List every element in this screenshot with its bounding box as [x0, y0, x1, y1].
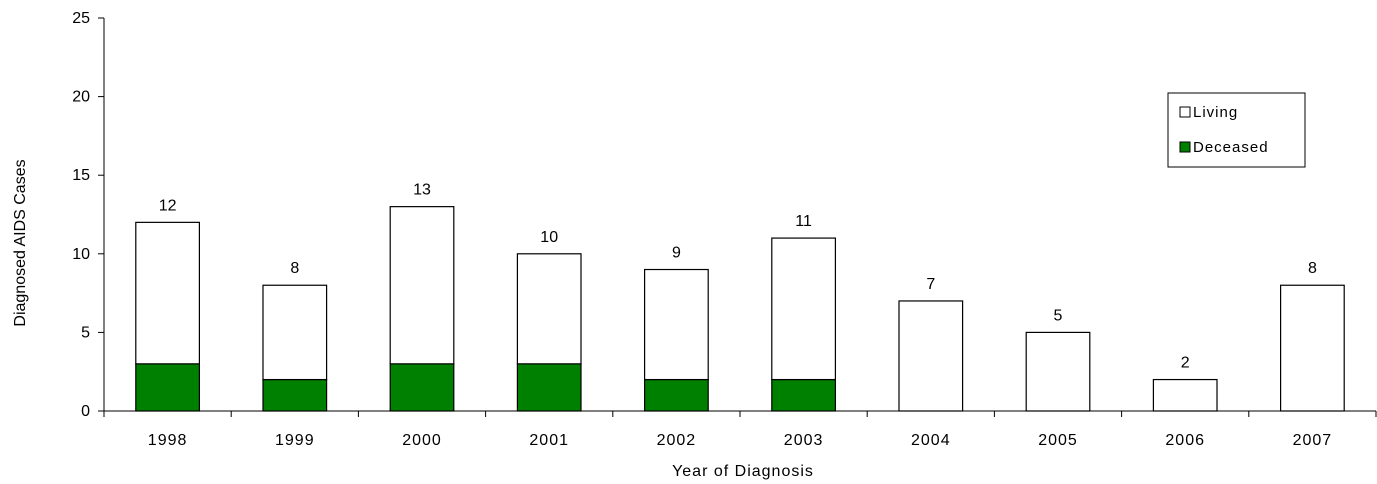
x-tick-label: 2000	[402, 432, 442, 449]
legend-label-living: Living	[1193, 104, 1238, 121]
bar-living	[643, 268, 709, 381]
y-axis-title: Diagnosed AIDS Cases	[12, 159, 29, 326]
x-tick-label: 2005	[1038, 432, 1078, 449]
total-label: 5	[1054, 307, 1063, 324]
total-label: 8	[290, 260, 299, 277]
y-tick-label: 5	[81, 324, 90, 341]
bar-living	[898, 300, 964, 412]
x-tick-label: 2003	[784, 432, 824, 449]
x-tick-label: 2006	[1165, 432, 1205, 449]
y-axis: 0 5 10 15 20 25	[72, 10, 105, 420]
y-tick-label: 10	[72, 246, 90, 263]
bar-deceased	[771, 378, 836, 412]
bar-deceased	[262, 378, 328, 412]
x-tick-label: 2002	[657, 432, 697, 449]
y-tick-label: 15	[72, 167, 90, 184]
legend-swatch-living	[1179, 106, 1191, 118]
x-tick-label: 2007	[1293, 432, 1333, 449]
bar-living	[389, 206, 455, 365]
y-tick-label: 20	[72, 89, 90, 106]
bar-living	[262, 284, 328, 381]
bar-living	[1152, 378, 1218, 412]
legend-label-deceased: Deceased	[1193, 139, 1269, 156]
total-label: 2	[1181, 355, 1190, 372]
bar-living	[771, 237, 836, 381]
x-tick-label: 1999	[275, 432, 315, 449]
x-tick-label: 1998	[148, 432, 188, 449]
total-label: 9	[672, 245, 681, 262]
total-label: 11	[795, 213, 812, 230]
bars	[135, 206, 1345, 412]
total-label: 8	[1308, 260, 1317, 277]
bar-living	[1025, 331, 1091, 412]
total-labels: 12 8 13 10 9 11 7 5 2 8	[159, 182, 1317, 372]
y-tick-label: 0	[81, 403, 90, 420]
legend: Living Deceased	[1167, 92, 1306, 168]
x-axis-title: Year of Diagnosis	[672, 463, 814, 480]
y-tick-label: 25	[72, 10, 90, 27]
total-label: 13	[413, 182, 431, 199]
bar-living	[1279, 284, 1345, 412]
bar-deceased	[516, 363, 582, 412]
legend-box	[1167, 92, 1306, 168]
bar-living	[135, 221, 201, 365]
x-tick-label: 2004	[911, 432, 951, 449]
legend-swatch-deceased	[1179, 141, 1191, 153]
bar-deceased	[643, 378, 709, 412]
total-label: 10	[540, 229, 558, 246]
bar-deceased	[135, 363, 201, 412]
x-tick-label: 2001	[529, 432, 569, 449]
bar-deceased	[389, 363, 455, 412]
total-label: 7	[926, 276, 935, 293]
total-label: 12	[159, 197, 177, 214]
x-axis: 1998 1999 2000 2001 2002 2003 2004 2005 2006 2007	[103, 410, 1377, 449]
bar-living	[516, 253, 582, 365]
